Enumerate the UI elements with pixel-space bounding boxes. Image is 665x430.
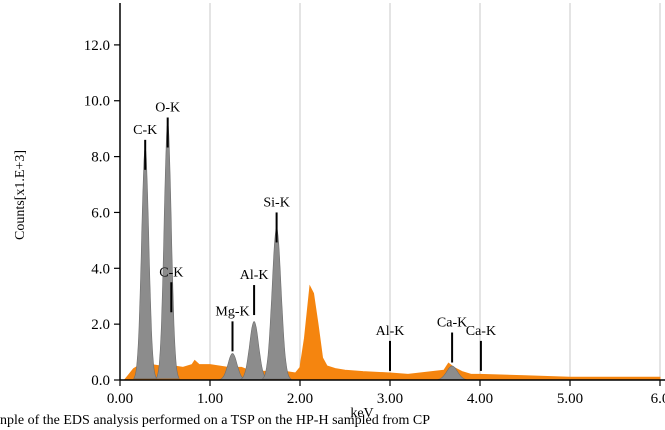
peak-layer	[133, 123, 470, 381]
peak-label: Mg-K	[215, 304, 249, 319]
peak-label: Ca-K	[437, 316, 467, 331]
y-tick-label: 6.0	[91, 205, 110, 221]
x-tick-label: 2.00	[287, 391, 313, 407]
axes: 0.0 2.0 4.0 6.0 8.0 10.0 12.0 0.00 1.00 2.00 3.00 4…	[84, 3, 665, 407]
peak-label: Al-K	[376, 324, 405, 339]
peak-area	[239, 320, 269, 380]
vertical-gridlines	[209, 3, 661, 380]
y-tick-label: 2.0	[91, 317, 110, 333]
peak-label: Ca-K	[466, 324, 496, 339]
peak-label: C-K	[133, 123, 157, 138]
peak-area	[261, 226, 292, 380]
peak-label: O-K	[155, 100, 180, 115]
x-tick-label: 5.00	[557, 391, 583, 407]
spectrum-area	[123, 284, 661, 381]
x-tick-label: 0.00	[107, 391, 133, 407]
x-tick-label: 6.0	[651, 391, 665, 407]
figure-caption: nple of the EDS analysis performed on a …	[0, 413, 431, 428]
peak-area	[434, 365, 470, 381]
peak-area	[133, 148, 158, 379]
y-tick-label: 10.0	[84, 94, 110, 110]
peak-label: C-K	[159, 265, 183, 280]
peak-labels: C-K O-K C-K Mg-K Al-K Si-K Al-K Ca-KCa-K	[133, 100, 496, 371]
y-tick-label: 8.0	[91, 150, 110, 166]
peak-label: Si-K	[263, 195, 289, 210]
x-tick-label: 3.00	[377, 391, 403, 407]
y-tick-label: 4.0	[91, 261, 110, 277]
x-axis-label: keV	[350, 406, 373, 421]
x-tick-label: 1.00	[197, 391, 223, 407]
y-axis-label: Counts[x1.E+3]	[13, 150, 28, 240]
x-tick-label: 4.00	[467, 391, 493, 407]
spectrum-layer	[123, 284, 661, 381]
y-tick-label: 0.0	[91, 373, 110, 389]
y-tick-label: 12.0	[84, 38, 110, 54]
peak-area	[155, 123, 180, 379]
peak-label: Al-K	[240, 268, 269, 283]
